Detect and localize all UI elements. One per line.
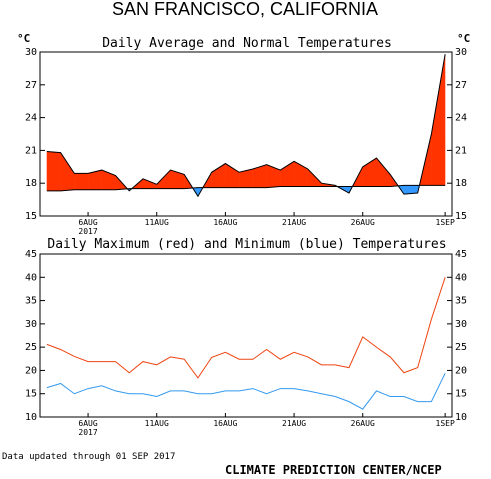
x-tick-label: 6AUG: [78, 419, 97, 428]
y-tick-label: 30: [25, 319, 37, 330]
maxmin-chart-title: Daily Maximum (red) and Minimum (blue) T…: [47, 237, 446, 252]
y-tick-label: 27: [455, 80, 467, 91]
y-tick-label: 35: [25, 296, 37, 307]
y-tick-label: 24: [25, 113, 37, 124]
y-tick-label: 30: [455, 47, 467, 58]
x-tick-label: 11AUG: [145, 218, 169, 227]
average-chart-title: Daily Average and Normal Temperatures: [102, 36, 392, 51]
x-tick-label: 26AUG: [351, 218, 375, 227]
y-tick-label: 30: [455, 319, 467, 330]
series-line-normal: [46, 184, 446, 192]
average-chart-lines: [46, 54, 446, 198]
series-line-maximum: [46, 277, 446, 379]
y-tick-label: 45: [25, 249, 37, 260]
maxmin-chart: Daily Maximum (red) and Minimum (blue) T…: [25, 237, 467, 437]
series-line-daily-average: [46, 54, 446, 198]
y-tick-label: 35: [455, 296, 467, 307]
y-tick-label: 21: [455, 145, 467, 156]
x-tick-label: 6AUG: [78, 218, 97, 227]
anomaly-fill: [74, 173, 89, 190]
average-chart: Daily Average and Normal Temperatures 15…: [25, 36, 467, 236]
y-tick-label: 20: [25, 365, 37, 376]
average-chart-y-axis-left: 15 18 21 24 27 30: [25, 47, 45, 222]
anomaly-fill: [211, 163, 226, 188]
y-tick-label: 25: [25, 342, 37, 353]
y-tick-label: 15: [455, 211, 467, 222]
page-title: SAN FRANCISCO, CALIFORNIA: [112, 0, 378, 19]
maxmin-chart-y-axis-left: 10 15 20 25 30 35 40 45: [25, 249, 45, 423]
x-tick-label: 1SEP: [436, 218, 455, 227]
anomaly-fill: [280, 161, 295, 187]
x-tick-year: 2017: [78, 428, 97, 437]
y-tick-label: 15: [25, 389, 37, 400]
credit-line: CLIMATE PREDICTION CENTER/NCEP: [225, 463, 442, 477]
data-updated-note: Data updated through 01 SEP 2017: [2, 452, 175, 462]
y-tick-label: 10: [25, 412, 37, 423]
y-tick-label: 18: [25, 178, 37, 189]
average-chart-frame: [39, 51, 453, 217]
maxmin-chart-lines: [46, 277, 446, 410]
series-line-minimum: [46, 373, 446, 410]
y-tick-label: 20: [455, 365, 467, 376]
x-tick-label: 16AUG: [213, 218, 237, 227]
x-tick-year: 2017: [78, 227, 97, 236]
y-tick-label: 15: [25, 211, 37, 222]
y-tick-label: 10: [455, 412, 467, 423]
y-tick-label: 40: [25, 272, 37, 283]
maxmin-chart-frame: [39, 253, 453, 418]
anomaly-fill: [46, 151, 61, 192]
x-tick-label: 21AUG: [282, 419, 306, 428]
average-chart-fills: [46, 54, 446, 197]
y-tick-label: 24: [455, 113, 467, 124]
unit-label-right: °C: [457, 32, 470, 45]
anomaly-fill: [170, 169, 185, 189]
y-tick-label: 30: [25, 47, 37, 58]
y-tick-label: 15: [455, 389, 467, 400]
anomaly-fill: [60, 152, 75, 192]
unit-label-left: °C: [17, 32, 30, 45]
y-tick-label: 27: [25, 80, 37, 91]
x-tick-label: 11AUG: [145, 419, 169, 428]
maxmin-chart-y-axis-right: 10 15 20 25 30 35 40 45: [447, 249, 467, 423]
y-tick-label: 40: [455, 272, 467, 283]
x-tick-label: 1SEP: [436, 419, 455, 428]
average-chart-y-axis-right: 15 18 21 24 27 30: [447, 47, 467, 222]
x-tick-label: 16AUG: [213, 419, 237, 428]
x-tick-label: 21AUG: [282, 218, 306, 227]
y-tick-label: 18: [455, 178, 467, 189]
y-tick-label: 45: [455, 249, 467, 260]
anomaly-fill: [266, 164, 281, 188]
y-tick-label: 25: [455, 342, 467, 353]
anomaly-fill: [225, 163, 240, 188]
y-tick-label: 21: [25, 145, 37, 156]
x-tick-label: 26AUG: [351, 419, 375, 428]
